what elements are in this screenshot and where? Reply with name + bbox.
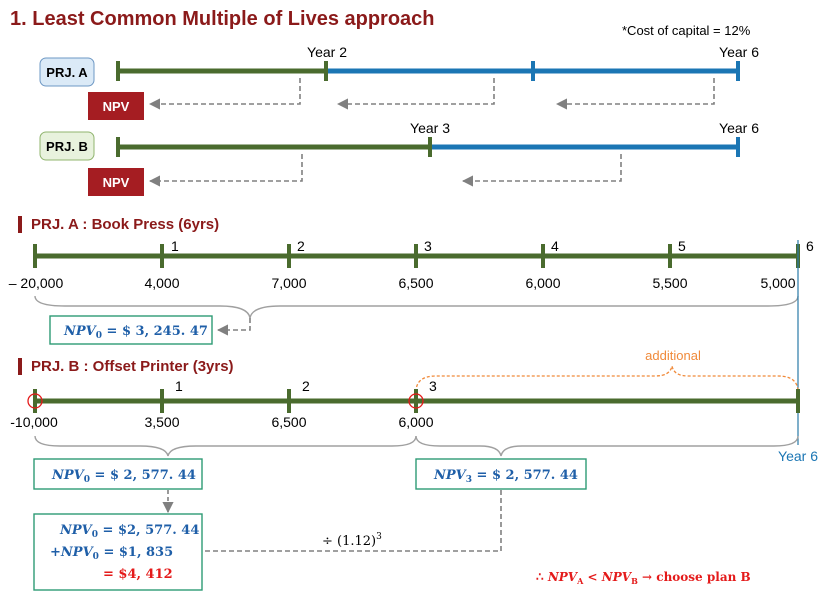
prj-a-cf-0: – 20,000	[9, 275, 64, 291]
prj-a-cf-2: 7,000	[271, 275, 306, 291]
prj-a-cf-1: 4,000	[144, 275, 179, 291]
prj-b-cf-3: 6,000	[398, 414, 433, 430]
prj-a-year6-label: Year 6	[719, 44, 759, 60]
prj-b-year3-marker	[408, 393, 424, 409]
page-title: 1. Least Common Multiple of Lives approa…	[10, 8, 435, 30]
prj-b-npv3-box	[415, 458, 587, 490]
prj-b-badge-label: PRJ. B	[46, 139, 88, 154]
prj-b-brace-cycle-1	[34, 435, 417, 457]
prj-a-npv-label: NPV	[103, 99, 130, 114]
prj-b-npv3-result: NPV3 = $ 2, 577. 44	[433, 468, 578, 485]
prj-a-period-6: 6	[806, 238, 814, 254]
prj-b-sum-total: = $4, 412	[103, 567, 173, 582]
prj-b-npv-sum-box	[33, 513, 203, 591]
prj-b-year6-marker-label: Year 6	[778, 448, 818, 464]
prj-a-npv-box	[88, 92, 144, 120]
prj-a-badge-label: PRJ. A	[46, 65, 88, 80]
prj-a-period-3: 3	[424, 238, 432, 254]
prj-a-discount-arrows	[148, 78, 715, 110]
prj-b-badge	[39, 131, 95, 161]
project-a-header: PRJ. A : Book Press (6yrs)	[18, 216, 219, 233]
conclusion: ∴ NPVA < NPVB → choose plan B	[536, 570, 751, 586]
prj-a-npv-arrow	[216, 318, 251, 336]
prj-b-cf-1: 3,500	[144, 414, 179, 430]
prj-b-npv0-box	[33, 458, 203, 490]
discount-factor-label: ÷ (1.12)3	[322, 532, 382, 549]
prj-b-sum-line-1: NPV0 = $2, 577. 44	[59, 523, 199, 540]
prj-b-period-1: 1	[175, 378, 183, 394]
prj-b-npv-box	[88, 168, 144, 196]
prj-a-period-5: 5	[678, 238, 686, 254]
prj-b-cf-2: 6,500	[271, 414, 306, 430]
cost-of-capital-note: *Cost of capital = 12%	[622, 23, 751, 38]
prj-a-period-4: 4	[551, 238, 559, 254]
prj-b-period-2: 2	[302, 378, 310, 394]
additional-label: additional	[645, 348, 701, 363]
prj-a-period-2: 2	[297, 238, 305, 254]
prj-a-npv-box-result	[49, 315, 213, 345]
prj-b-brace-cycle-2	[415, 435, 799, 457]
prj-a-year2-label: Year 2	[307, 44, 347, 60]
prj-b-npv3-discount-arrow	[170, 490, 502, 557]
prj-b-timeline-ticks	[33, 389, 800, 413]
prj-a-brace	[34, 295, 799, 319]
prj-b-year3-label: Year 3	[410, 120, 450, 136]
prj-b-cf-0: -10,000	[10, 414, 58, 430]
project-b-header: PRJ. B : Offset Printer (3yrs)	[18, 358, 234, 375]
prj-a-npv-result: NPV0 = $ 3, 245. 47	[63, 324, 208, 341]
prj-b-period-3: 3	[429, 378, 437, 394]
prj-a-cf-6: 5,000	[760, 275, 795, 291]
prj-b-sum-line-2: +NPV0 = $1, 835	[50, 545, 173, 562]
prj-a-period-1: 1	[171, 238, 179, 254]
prj-b-start-marker	[27, 393, 43, 409]
prj-a-cf-4: 6,000	[525, 275, 560, 291]
prj-b-discount-arrows	[148, 154, 622, 187]
prj-b-year6-label: Year 6	[719, 120, 759, 136]
prj-a-badge	[39, 57, 95, 87]
prj-b-npv-label: NPV	[103, 175, 130, 190]
prj-b-npv0-result: NPV0 = $ 2, 577. 44	[51, 468, 196, 485]
prj-a-cf-3: 6,500	[398, 275, 433, 291]
additional-brace	[415, 365, 799, 393]
prj-a-cf-5: 5,500	[652, 275, 687, 291]
